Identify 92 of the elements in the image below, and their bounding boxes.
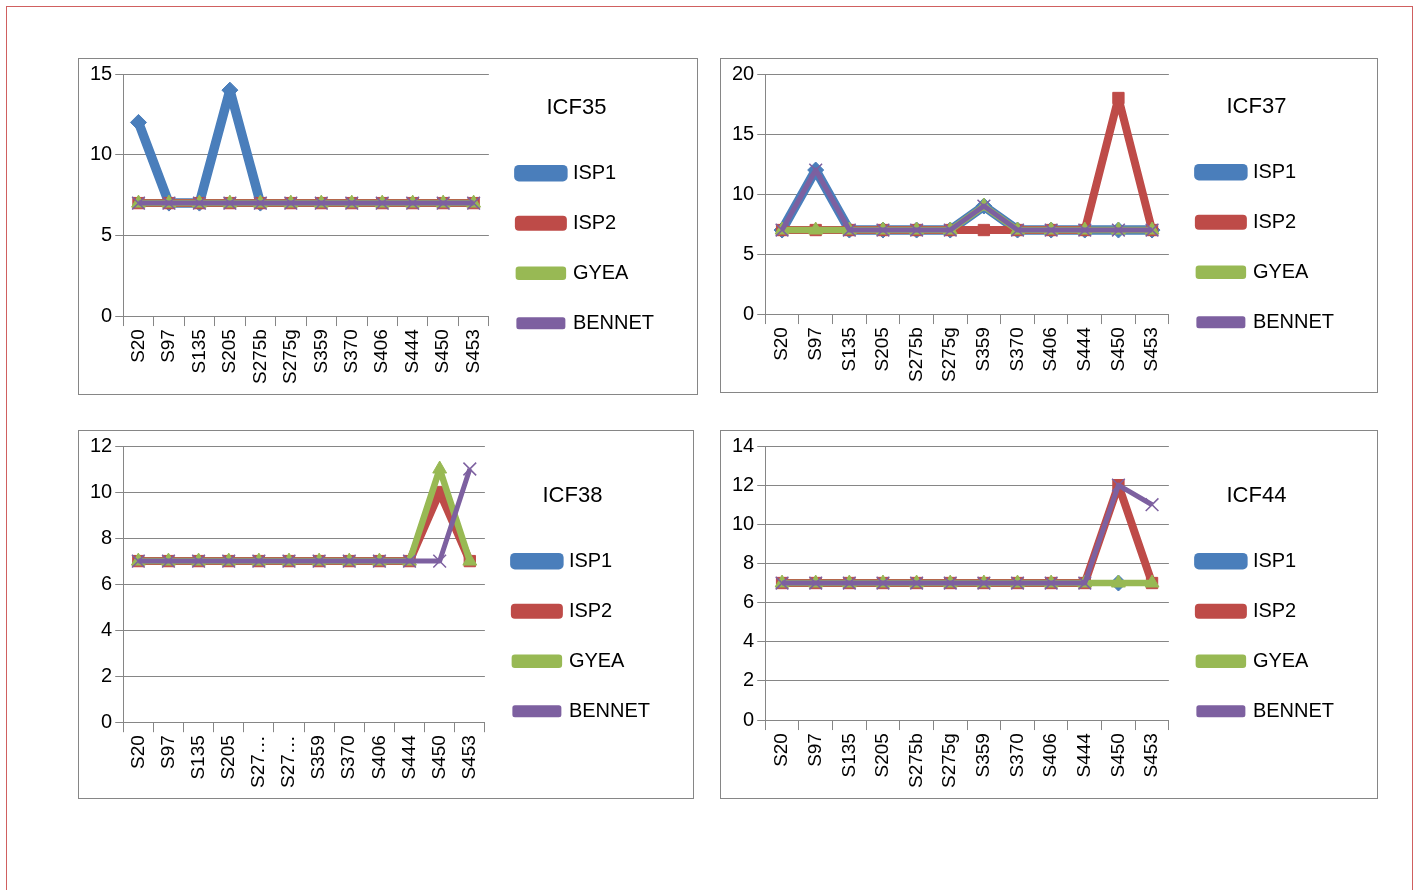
x-tick-label: S275b (248, 329, 270, 385)
y-tick-label: 8 (101, 525, 113, 548)
x-tick-label: S359 (972, 327, 994, 372)
x-tick-label: S453 (1140, 327, 1162, 372)
x-tick-label: S406 (370, 329, 392, 374)
y-tick-label: 0 (101, 709, 113, 732)
x-tick-label: S97 (157, 329, 179, 363)
y-tick-label: 12 (90, 433, 113, 456)
x-tick-label: S450 (431, 329, 453, 374)
x-tick-label: S406 (1039, 733, 1061, 778)
y-tick-label: 20 (732, 61, 755, 84)
x-tick-label: S135 (187, 329, 209, 374)
x-tick-label: S370 (1005, 733, 1027, 778)
y-tick-label: 2 (101, 663, 113, 686)
x-tick-label: S27… (277, 735, 299, 789)
y-tick-label: 4 (101, 617, 113, 640)
x-tick-label: S20 (770, 733, 792, 767)
x-tick-label: S205 (871, 733, 893, 778)
x-tick-label: S205 (216, 735, 238, 780)
x-tick-label: S406 (1039, 327, 1061, 372)
legend-label: GYEA (1252, 648, 1310, 671)
legend-label: ISP2 (568, 598, 613, 621)
x-tick-label: S20 (126, 329, 148, 363)
x-tick-label: S370 (340, 329, 361, 374)
y-tick-label: 10 (732, 181, 755, 204)
legend-title: ICF37 (1226, 92, 1287, 118)
x-tick-label: S370 (1005, 327, 1027, 372)
x-tick-label: S370 (337, 735, 359, 780)
y-tick-label: 15 (90, 61, 113, 84)
x-tick-label: S275g (279, 329, 301, 385)
x-tick-label: S450 (427, 735, 449, 780)
x-tick-label: S97 (803, 327, 825, 361)
legend-title: ICF35 (546, 93, 607, 119)
x-tick-label: S453 (461, 329, 483, 374)
y-tick-label: 10 (90, 479, 113, 502)
x-tick-label: S135 (837, 733, 859, 778)
legend-label: BENNET (568, 698, 650, 721)
x-tick-label: S359 (972, 733, 994, 778)
y-tick-label: 4 (743, 629, 755, 652)
x-tick-label: S205 (871, 327, 893, 372)
y-tick-label: 10 (90, 142, 113, 165)
legend-title: ICF38 (542, 481, 603, 507)
y-tick-label: 14 (732, 433, 755, 456)
legend-label: GYEA (568, 648, 626, 671)
y-tick-label: 0 (101, 303, 113, 326)
legend-label: ISP2 (572, 210, 617, 233)
x-tick-label: S275g (938, 733, 960, 789)
y-tick-label: 2 (743, 668, 755, 691)
y-tick-label: 0 (743, 301, 755, 324)
x-tick-label: S450 (1106, 327, 1128, 372)
y-tick-label: 12 (732, 472, 755, 495)
y-tick-label: 10 (732, 511, 755, 534)
x-tick-label: S359 (307, 735, 329, 780)
legend-label: BENNET (572, 310, 654, 333)
y-tick-label: 6 (743, 590, 755, 613)
legend-label: ISP2 (1252, 209, 1297, 232)
x-tick-label: S444 (400, 328, 422, 374)
y-tick-label: 5 (101, 222, 113, 245)
x-tick-label: S275b (904, 327, 926, 383)
x-tick-label: S359 (309, 329, 331, 374)
legend-label: BENNET (1252, 309, 1334, 332)
y-tick-label: 0 (743, 707, 755, 730)
x-tick-label: S406 (367, 735, 389, 780)
x-tick-label: S453 (1140, 733, 1162, 778)
y-tick-label: 8 (743, 550, 755, 573)
legend-label: BENNET (1252, 698, 1334, 721)
legend-label: ISP1 (1252, 159, 1297, 182)
x-tick-label: S97 (156, 735, 178, 770)
x-tick-label: S27… (247, 735, 269, 789)
legend-label: GYEA (572, 260, 630, 283)
legend-label: ISP1 (1252, 548, 1297, 571)
x-tick-label: S20 (770, 327, 792, 361)
x-tick-label: S275g (938, 327, 960, 383)
x-tick-label: S444 (397, 734, 419, 780)
x-tick-label: S205 (218, 329, 240, 374)
legend-title: ICF44 (1226, 481, 1287, 507)
legend-label: ISP2 (1252, 598, 1297, 621)
x-tick-label: S444 (1073, 732, 1095, 778)
x-tick-label: S453 (458, 735, 480, 780)
x-tick-label: S97 (803, 733, 825, 767)
y-tick-label: 6 (101, 571, 113, 594)
x-tick-label: S20 (126, 735, 148, 770)
y-tick-label: 5 (743, 241, 755, 264)
legend-label: ISP1 (572, 160, 617, 183)
x-tick-label: S135 (186, 735, 208, 780)
x-tick-label: S444 (1073, 326, 1095, 372)
x-tick-label: S450 (1106, 733, 1128, 778)
x-tick-label: S275b (904, 733, 926, 789)
legend-label: ISP1 (568, 548, 613, 571)
legend-label: GYEA (1252, 259, 1310, 282)
x-tick-label: S135 (837, 327, 859, 372)
y-tick-label: 15 (732, 121, 755, 144)
